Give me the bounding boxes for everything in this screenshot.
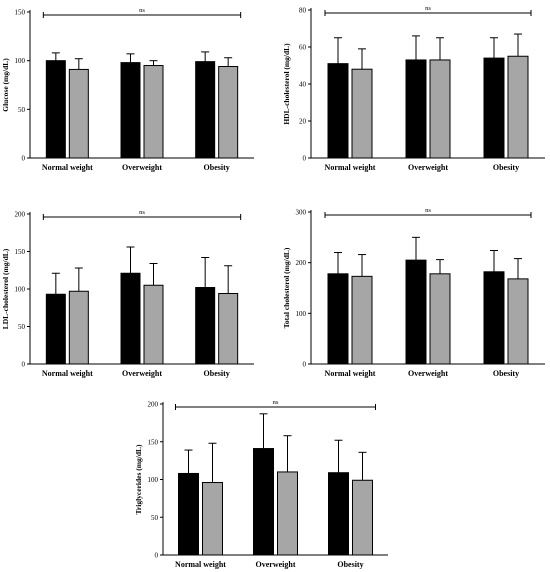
bar-obesity-s2: [507, 278, 529, 365]
y-tick-label: 100: [15, 286, 26, 294]
x-category-label: Obesity: [493, 369, 519, 378]
bar-normal-weight-s1: [45, 60, 66, 159]
bar-normal-weight-s2: [68, 68, 89, 159]
bar-normal-weight-s2: [351, 68, 373, 159]
bar-overweight-s2: [429, 59, 451, 159]
y-tick-label: 0: [155, 552, 159, 560]
y-tick-label: 300: [296, 209, 307, 217]
bar-obesity-s2: [352, 479, 373, 556]
bar-overweight-s2: [143, 284, 164, 365]
x-category-label: Overweight: [408, 369, 448, 378]
x-category-label: Normal weight: [325, 163, 376, 172]
significance-label: ns: [425, 207, 431, 214]
bar-obesity-s1: [328, 472, 349, 556]
y-axis-title: HDL-cholesterol (mg/dL): [282, 43, 291, 125]
y-tick-label: 0: [22, 361, 26, 369]
x-category-label: Obesity: [204, 163, 230, 172]
bar-overweight-s1: [120, 272, 141, 365]
y-tick-label: 0: [22, 155, 26, 163]
y-tick-label: 0: [303, 361, 307, 369]
bar-normal-weight-s1: [327, 63, 349, 159]
x-category-label: Obesity: [493, 163, 519, 172]
y-tick-label: 40: [299, 81, 307, 89]
bar-normal-weight-s2: [68, 290, 89, 365]
x-category-label: Obesity: [337, 560, 363, 569]
bar-overweight-s1: [405, 59, 427, 159]
bar-normal-weight-s2: [202, 482, 223, 556]
bar-obesity-s1: [483, 271, 505, 365]
significance-label: ns: [425, 5, 431, 12]
bar-obesity-s2: [218, 66, 239, 159]
bar-overweight-s2: [429, 273, 451, 365]
chart-panel-2: 0 20 40 60 80 HDL-cholesterol (mg/dL) Normal w…: [282, 5, 545, 172]
y-tick-label: 200: [296, 259, 307, 267]
y-tick-label: 0: [303, 155, 307, 163]
y-axis-title: LDL-cholesterol (mg/dL): [1, 248, 10, 329]
y-axis-title: Total cholesterol (mg/dL): [282, 247, 291, 328]
y-tick-label: 50: [151, 514, 159, 522]
bar-obesity-s2: [218, 293, 239, 365]
bar-overweight-s1: [405, 259, 427, 365]
chart-panel-5: 0 50 100 150 200 Triglycerides (mg/dL) Normal …: [134, 399, 388, 569]
y-tick-label: 100: [296, 310, 307, 318]
bar-obesity-s2: [507, 55, 529, 159]
x-category-label: Overweight: [122, 163, 162, 172]
bar-overweight-s2: [143, 65, 164, 159]
y-tick-label: 50: [18, 323, 26, 331]
x-category-label: Normal weight: [42, 369, 93, 378]
chart-panel-3: 0 50 100 150 200 LDL-cholesterol (mg/dL) Norma…: [1, 209, 254, 378]
y-tick-label: 60: [299, 44, 307, 52]
chart-panel-1: 0 50 100 150 Glucose (mg/dL) Normal weight Ove…: [1, 7, 254, 172]
bar-overweight-s1: [120, 62, 141, 159]
y-axis-title: Glucose (mg/dL): [1, 58, 10, 112]
x-category-label: Normal weight: [325, 369, 376, 378]
y-tick-label: 20: [299, 118, 307, 126]
y-tick-label: 80: [299, 7, 307, 15]
y-tick-label: 100: [15, 57, 26, 65]
x-category-label: Obesity: [204, 369, 230, 378]
y-tick-label: 200: [15, 211, 26, 219]
x-category-label: Overweight: [122, 369, 162, 378]
y-tick-label: 150: [15, 9, 26, 17]
x-category-label: Overweight: [408, 163, 448, 172]
y-tick-label: 150: [15, 248, 26, 256]
bar-normal-weight-s2: [351, 275, 373, 365]
y-tick-label: 150: [148, 438, 159, 446]
chart-panel-4: 0 100 200 300 Total cholesterol (mg/dL) Norma…: [282, 207, 545, 378]
bar-overweight-s1: [253, 448, 274, 556]
x-category-label: Overweight: [256, 560, 296, 569]
bar-obesity-s1: [195, 61, 216, 159]
bar-normal-weight-s1: [327, 273, 349, 365]
bar-obesity-s1: [483, 57, 505, 159]
x-category-label: Normal weight: [42, 163, 93, 172]
bar-overweight-s2: [277, 471, 298, 556]
y-tick-label: 200: [148, 401, 159, 409]
significance-label: ns: [273, 399, 279, 406]
significance-label: ns: [139, 209, 145, 216]
x-category-label: Normal weight: [175, 560, 226, 569]
bar-normal-weight-s1: [45, 293, 66, 365]
bar-obesity-s1: [195, 287, 216, 365]
y-axis-title: Triglycerides (mg/dL): [134, 444, 143, 515]
significance-label: ns: [139, 7, 145, 14]
y-tick-label: 50: [18, 106, 26, 114]
bar-normal-weight-s1: [178, 472, 199, 556]
y-tick-label: 100: [148, 476, 159, 484]
